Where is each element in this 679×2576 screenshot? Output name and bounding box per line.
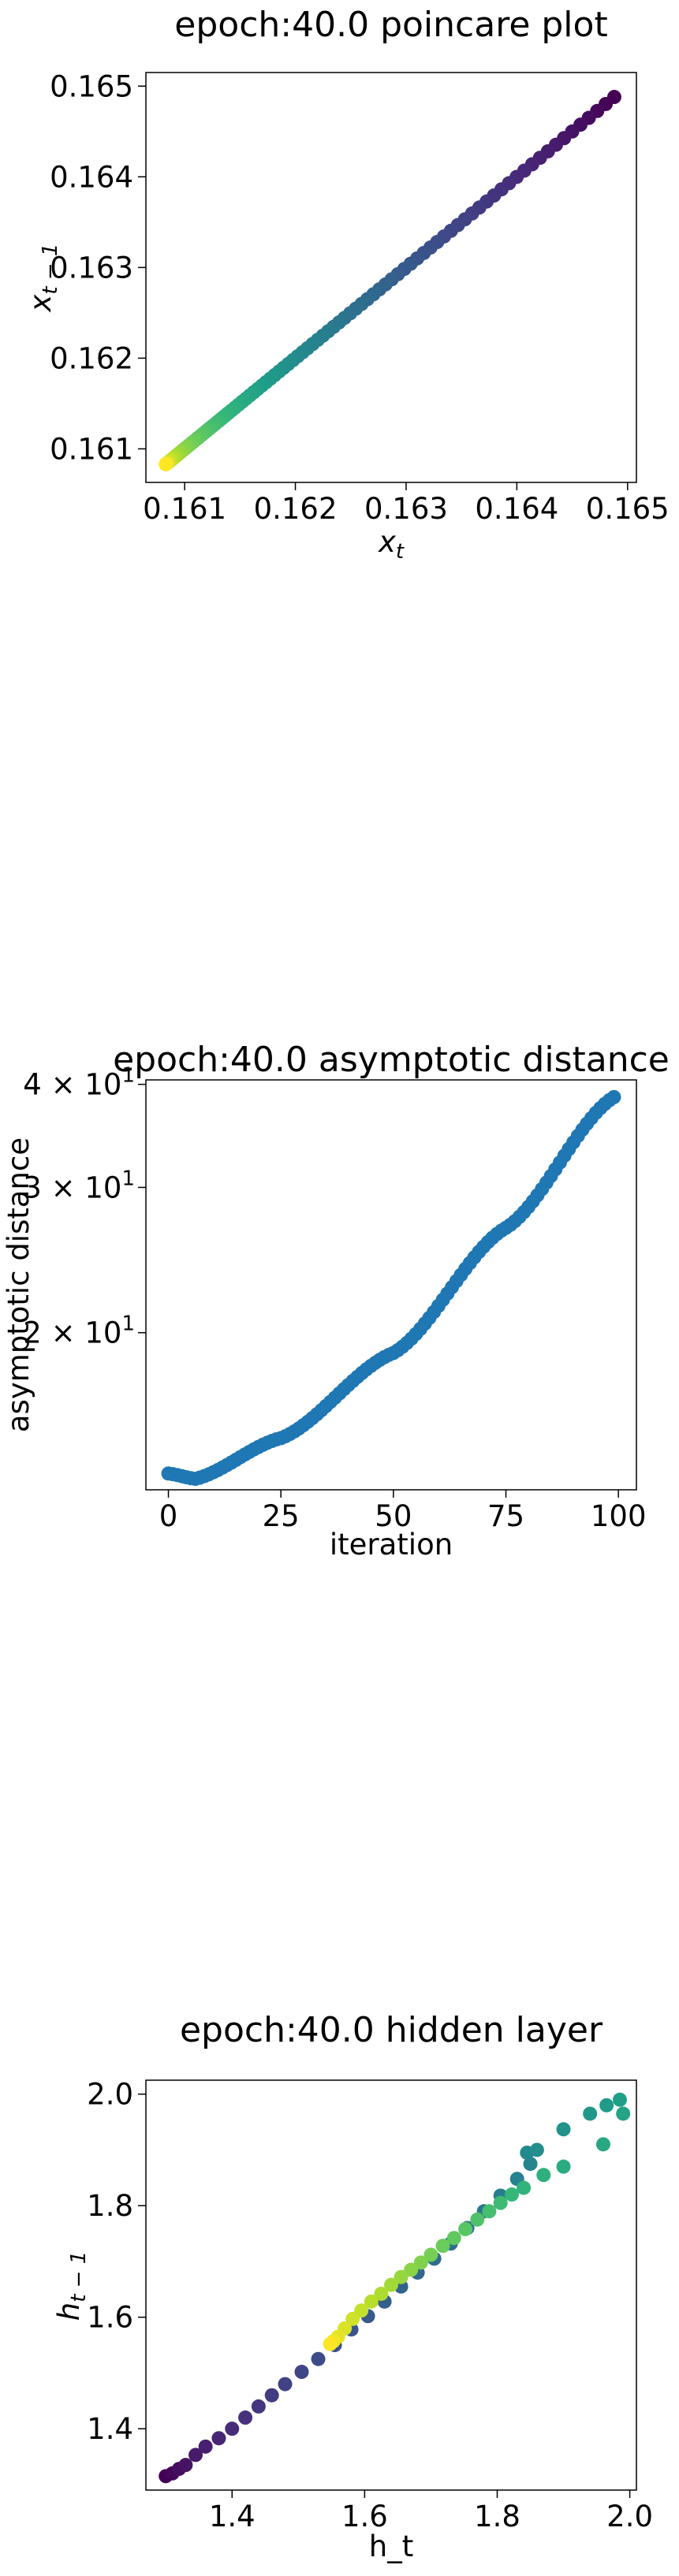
asymptotic-plot-area	[145, 1079, 637, 1491]
asymptotic-x-tick-label: 75	[487, 1499, 524, 1533]
poincare-y-tick-label: 0.163	[50, 251, 133, 285]
poincare-y-tick-label: 0.162	[50, 341, 133, 375]
hidden-point	[529, 2142, 544, 2157]
hidden-point	[458, 2221, 473, 2236]
poincare-y-tick-label: 0.161	[50, 432, 133, 466]
hidden-point	[264, 2388, 279, 2403]
hidden-point	[384, 2277, 398, 2292]
hidden-x-label: h_t	[369, 2529, 413, 2563]
hidden-point	[178, 2458, 193, 2473]
hidden-layer-chart: epoch:40.0 hidden layer 1.4 1.6 1.8 2.0 1.4…	[52, 2010, 653, 2563]
asymptotic-y-tick-label: 4 × 101	[23, 1064, 135, 1102]
poincare-chart: epoch:40.0 poincare plot 0.161 0.162 0.163…	[24, 5, 670, 564]
hidden-y-label: ht − 1	[52, 2251, 91, 2321]
asymptotic-point	[606, 1089, 621, 1104]
hidden-point	[583, 2106, 598, 2121]
asymptotic-title: epoch:40.0 asymptotic distance	[113, 1040, 670, 1080]
hidden-x-tick-label: 1.6	[341, 2500, 388, 2533]
asymptotic-points	[161, 1089, 621, 1487]
hidden-point	[470, 2212, 485, 2227]
poincare-x-label: xt	[378, 525, 405, 564]
hidden-x-tick-label: 1.8	[474, 2500, 520, 2533]
poincare-x-ticks: 0.161 0.162 0.163 0.164 0.165	[143, 482, 670, 526]
asymptotic-x-tick-label: 100	[591, 1499, 647, 1533]
hidden-point	[616, 2106, 631, 2121]
poincare-point	[159, 456, 173, 471]
hidden-point	[536, 2168, 551, 2183]
hidden-x-tick-label: 2.0	[606, 2500, 653, 2533]
hidden-point	[523, 2157, 538, 2172]
hidden-y-tick-label: 1.6	[87, 2301, 133, 2335]
hidden-y-tick-label: 2.0	[87, 2078, 133, 2112]
poincare-x-tick-label: 0.162	[254, 492, 338, 526]
asymptotic-y-tick-label: 2 × 101	[23, 1312, 135, 1350]
asymptotic-x-tick-label: 25	[263, 1499, 300, 1533]
hidden-point	[364, 2294, 379, 2309]
poincare-x-tick-label: 0.161	[143, 492, 226, 526]
asymptotic-x-tick-label: 50	[375, 1499, 412, 1533]
hidden-point	[595, 2137, 610, 2152]
poincare-x-tick-label: 0.164	[475, 492, 558, 526]
poincare-x-tick-label: 0.165	[586, 492, 670, 526]
asymptotic-chart: epoch:40.0 asymptotic distance 0 25 50 75 10…	[2, 1040, 670, 1562]
asymptotic-x-tick-label: 0	[159, 1499, 178, 1533]
poincare-points	[159, 90, 621, 471]
hidden-point	[423, 2247, 438, 2262]
poincare-y-label: xt − 1	[24, 244, 62, 313]
asymptotic-y-label: asymptotic distance	[2, 1137, 35, 1432]
hidden-point	[251, 2399, 266, 2414]
hidden-point	[311, 2351, 326, 2366]
poincare-plot-area	[145, 72, 637, 483]
asymptotic-x-ticks: 0 25 50 75 100	[159, 1490, 647, 1533]
poincare-y-ticks: 0.161 0.162 0.163 0.164 0.165	[50, 69, 146, 466]
hidden-point	[435, 2239, 450, 2254]
hidden-point	[504, 2187, 519, 2202]
hidden-point	[517, 2180, 532, 2195]
hidden-y-tick-label: 1.8	[87, 2189, 133, 2223]
hidden-point	[556, 2122, 571, 2137]
hidden-point	[188, 2448, 203, 2462]
hidden-point	[404, 2262, 419, 2277]
hidden-point	[599, 2098, 614, 2113]
hidden-point	[612, 2092, 627, 2107]
hidden-x-tick-label: 1.4	[209, 2500, 256, 2533]
hidden-x-ticks: 1.4 1.6 1.8 2.0	[209, 2490, 653, 2533]
hidden-point	[556, 2159, 571, 2174]
hidden-point	[225, 2422, 240, 2436]
poincare-title: epoch:40.0 poincare plot	[174, 5, 607, 45]
hidden-point	[198, 2439, 213, 2454]
hidden-point	[413, 2255, 428, 2270]
hidden-point	[345, 2311, 360, 2326]
poincare-y-tick-label: 0.164	[50, 160, 133, 194]
hidden-title: epoch:40.0 hidden layer	[180, 2010, 603, 2050]
asymptotic-y-tick-label: 3 × 101	[23, 1167, 135, 1204]
hidden-y-tick-label: 1.4	[87, 2412, 133, 2446]
hidden-point	[211, 2431, 226, 2446]
hidden-point	[493, 2195, 508, 2210]
hidden-point	[482, 2204, 497, 2219]
hidden-point	[374, 2286, 389, 2301]
hidden-plot-area	[145, 2079, 637, 2491]
hidden-points	[159, 2092, 631, 2484]
hidden-point	[294, 2365, 309, 2380]
hidden-point	[446, 2231, 461, 2246]
hidden-point	[278, 2377, 293, 2392]
hidden-point	[394, 2269, 409, 2284]
hidden-y-ticks: 1.4 1.6 1.8 2.0	[87, 2078, 146, 2446]
asymptotic-y-ticks: 2 × 101 3 × 101 4 × 101	[23, 1064, 146, 1350]
hidden-point	[238, 2410, 253, 2425]
poincare-x-tick-label: 0.163	[364, 492, 448, 526]
poincare-y-tick-label: 0.165	[50, 69, 133, 103]
hidden-point	[323, 2336, 338, 2351]
asymptotic-x-label: iteration	[330, 1528, 453, 1562]
